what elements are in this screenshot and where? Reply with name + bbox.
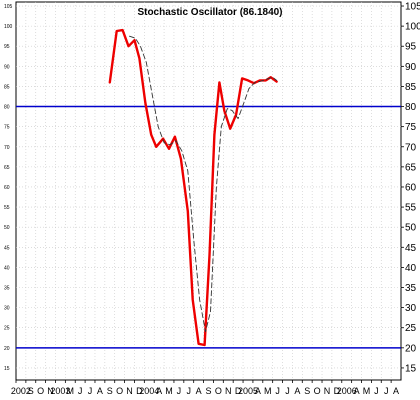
left-tick-label: 40 [4,265,10,271]
gridlines [16,2,401,380]
x-tick-label: A [97,386,103,396]
x-tick-label: D [136,386,143,396]
x-tick-label: J [374,386,379,396]
right-tick-label: 20 [405,343,417,354]
x-tick-label: M [165,386,173,396]
right-tick-label: 65 [405,162,417,173]
reference-lines [16,105,401,349]
x-tick-label: 2002 [11,386,31,396]
x-tick-label: J [285,386,290,396]
x-tick-label: 2004 [139,386,159,396]
x-tick-label: N [126,386,133,396]
x-tick-label: D [334,386,341,396]
x-tick-label: A [156,386,162,396]
left-tick-label: 95 [4,44,10,50]
right-tick-label: 30 [405,303,417,314]
right-tick-label: 45 [405,243,417,254]
left-tick-label: 65 [4,165,10,171]
left-tick-label: 55 [4,205,10,211]
series-layer [108,28,278,347]
x-tick-label: 2006 [337,386,357,396]
x-tick-label: M [363,386,371,396]
x-tick-label: J [384,386,389,396]
stochastic-line [108,28,278,347]
x-tick-label: A [255,386,261,396]
x-tick-label: A [196,386,202,396]
x-tick-label: A [354,386,360,396]
right-tick-label: 85 [405,82,417,93]
x-tick-label: D [235,386,242,396]
right-tick-label: 75 [405,122,417,133]
right-tick-label: 95 [405,42,417,53]
left-tick-label: 90 [4,64,10,70]
left-tick-label: 60 [4,185,10,191]
x-tick-label: S [28,386,34,396]
x-tick-label: S [205,386,211,396]
left-tick-label: 75 [4,125,10,131]
x-tick-label: N [47,386,54,396]
left-tick-label: 80 [4,105,10,111]
left-tick-label: 25 [4,326,10,332]
x-tick-label: 2003 [50,386,70,396]
chart-title: Stochastic Oscillator (86.1840) [137,7,282,18]
x-tick-label: O [314,386,321,396]
left-axis-ticks: 15 20 25 30 35 40 45 50 55 60 65 70 75 80 85 90 95 100 105 [4,4,13,372]
plot-area [15,1,402,381]
right-tick-label: 90 [405,62,417,73]
x-tick-label: 2005 [238,386,258,396]
x-tick-label: N [324,386,331,396]
right-tick-label: 25 [405,323,417,334]
left-tick-label: 85 [4,84,10,90]
x-tick-label: J [275,386,280,396]
right-axis-ticks: 15 20 25 30 35 40 45 50 55 60 65 70 75 80 85 90 95 100 105 [401,2,420,374]
signal-line-dashed [129,35,278,333]
right-tick-label: 60 [405,182,417,193]
x-tick-label: O [215,386,222,396]
right-tick-label: 100 [405,22,420,33]
left-tick-label: 20 [4,346,10,352]
right-tick-label: 70 [405,142,417,153]
x-tick-label: A [393,386,399,396]
x-tick-label: M [67,386,75,396]
x-tick-label: S [304,386,310,396]
x-tick-label: S [107,386,113,396]
right-tick-label: 40 [405,263,417,274]
right-tick-label: 80 [405,102,417,113]
left-tick-label: 15 [4,366,10,372]
x-tick-label: N [225,386,232,396]
right-tick-label: 50 [405,223,417,234]
right-tick-label: 35 [405,283,417,294]
left-tick-label: 70 [4,145,10,151]
left-tick-label: 100 [4,24,13,30]
right-tick-label: 105 [405,2,420,13]
left-tick-label: 50 [4,225,10,231]
right-tick-label: 15 [405,363,417,374]
x-tick-label: O [37,386,44,396]
x-tick-label: M [264,386,272,396]
left-tick-label: 105 [4,4,13,10]
right-tick-label: 55 [405,203,417,214]
x-tick-label: J [187,386,192,396]
x-tick-label: A [294,386,300,396]
x-tick-label: J [177,386,182,396]
left-tick-label: 30 [4,306,10,312]
x-tick-label: O [116,386,123,396]
left-tick-label: 35 [4,286,10,292]
left-tick-label: 45 [4,245,10,251]
x-tick-label: J [78,386,83,396]
x-tick-label: J [88,386,93,396]
